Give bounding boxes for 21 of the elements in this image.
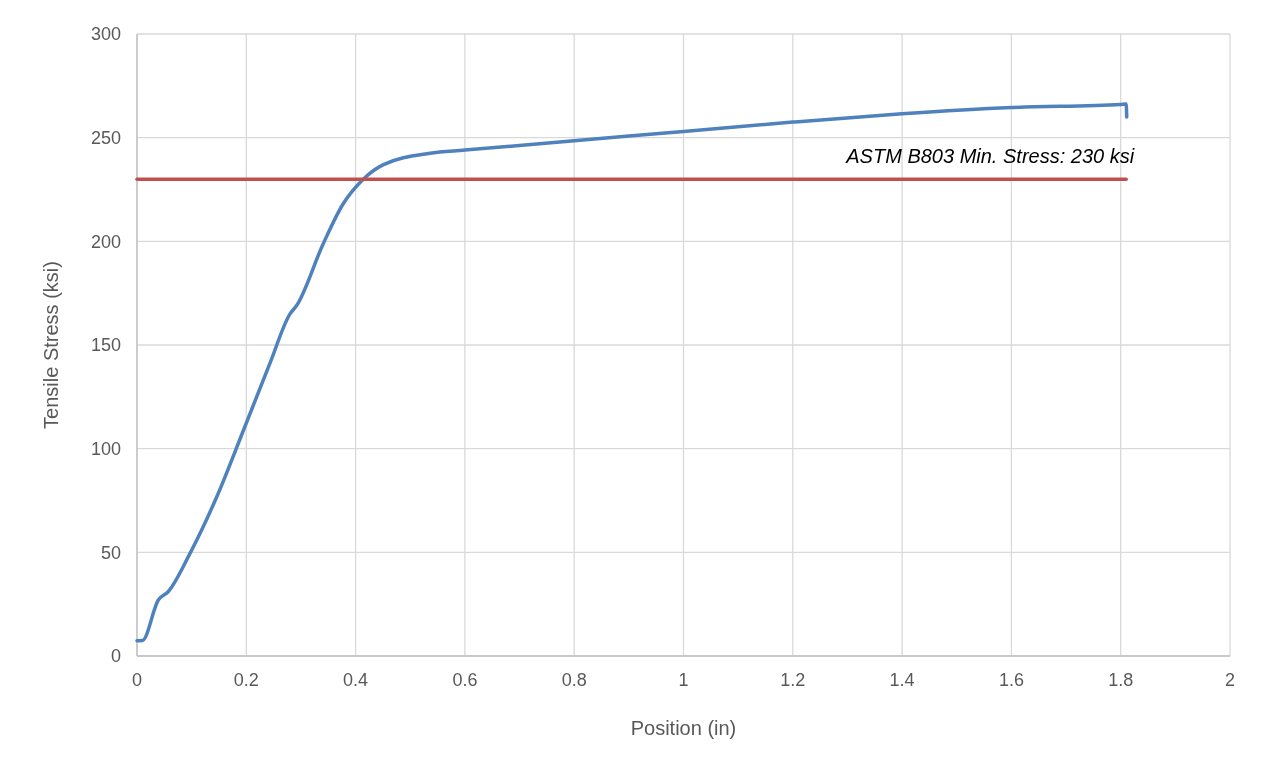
x-tick-label: 0.8 xyxy=(561,670,587,690)
x-axis-title: Position (in) xyxy=(630,717,737,739)
y-axis-title: Tensile Stress (ksi) xyxy=(40,261,62,429)
y-tick-label: 50 xyxy=(100,542,121,563)
x-tick-label: 1.2 xyxy=(780,670,806,690)
x-tick-label: 0 xyxy=(131,670,143,690)
x-tick-label: 0.6 xyxy=(452,670,478,690)
annotation: ASTM B803 Min. Stress: 230 ksi xyxy=(845,145,1135,168)
y-tick-label: 100 xyxy=(90,438,121,459)
x-tick-label: 2 xyxy=(1224,670,1236,690)
x-tick-label: 1.4 xyxy=(889,670,915,690)
y-tick-label: 300 xyxy=(90,24,121,45)
y-tick-label: 0 xyxy=(110,646,121,667)
y-tick-label: 250 xyxy=(90,127,121,148)
y-tick-label: 200 xyxy=(90,231,121,252)
x-tick-label: 0.2 xyxy=(233,670,259,690)
x-tick-label: 1 xyxy=(678,670,689,690)
x-tick-label: 0.4 xyxy=(343,670,369,690)
x-tick-label: 1.8 xyxy=(1108,670,1134,690)
y-tick-label: 150 xyxy=(90,335,121,356)
x-tick-label: 1.6 xyxy=(998,670,1024,690)
